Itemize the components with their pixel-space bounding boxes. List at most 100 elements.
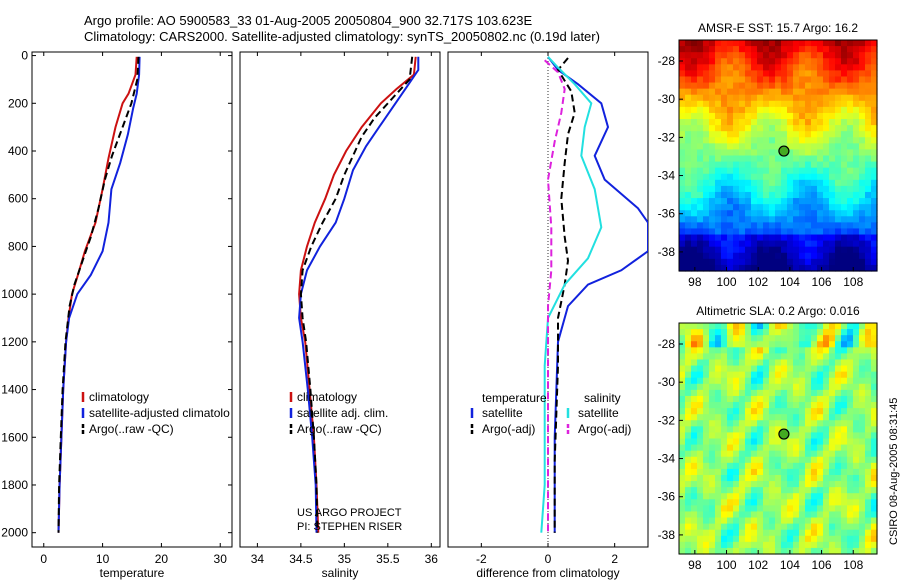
heatmap-cell [811, 70, 818, 78]
heatmap-cell [811, 119, 818, 126]
heatmap-cell [799, 191, 806, 199]
heatmap-cell [865, 258, 872, 266]
heatmap-cell [769, 125, 776, 132]
heatmap-cell [841, 329, 848, 336]
heatmap-cell [865, 523, 872, 531]
heatmap-cell [751, 523, 758, 531]
heatmap-cell [763, 462, 770, 470]
heatmap-cell [685, 347, 692, 354]
heatmap-cell [679, 547, 686, 555]
heatmap-cell [811, 179, 818, 187]
heatmap-cell [745, 228, 752, 236]
heatmap-cell [769, 541, 776, 549]
heatmap-cell [745, 234, 752, 242]
heatmap-cell [691, 167, 698, 175]
heatmap-cell [817, 143, 824, 151]
heatmap-cell [811, 131, 818, 138]
heatmap-cell [865, 505, 872, 513]
heatmap-cell [691, 161, 698, 169]
heatmap-cell [703, 125, 710, 132]
heatmap-cell [817, 444, 824, 452]
heatmap-cell [871, 499, 878, 506]
heatmap-cell [829, 252, 836, 260]
heatmap-cell [679, 198, 686, 205]
heatmap-cell [781, 481, 788, 488]
heatmap-cell [769, 106, 776, 114]
heatmap-cell [865, 40, 872, 47]
heatmap-cell [727, 371, 734, 379]
heatmap-cell [679, 432, 686, 440]
heatmap-cell [847, 143, 854, 151]
heatmap-cell [715, 408, 722, 415]
heatmap-cell [859, 198, 866, 205]
heatmap-cell [739, 341, 746, 348]
heatmap-cell [721, 76, 728, 84]
heatmap-cell [823, 529, 830, 537]
heatmap-cell [733, 52, 740, 59]
heatmap-cell [715, 222, 722, 230]
heatmap-cell [727, 179, 734, 187]
heatmap-cell [787, 517, 794, 525]
heatmap-cell [793, 216, 800, 223]
heatmap-cell [799, 94, 806, 102]
heatmap-cell [799, 450, 806, 458]
heatmap-cell [829, 240, 836, 248]
heatmap-cell [859, 462, 866, 470]
heatmap-cell [679, 408, 686, 415]
heatmap-cell [769, 210, 776, 217]
heatmap-cell [787, 76, 794, 84]
heatmap-cell [793, 323, 800, 330]
heatmap-cell [871, 329, 878, 336]
heatmap-cell [835, 462, 842, 470]
heatmap-cell [823, 389, 830, 397]
heatmap-cell [781, 462, 788, 470]
heatmap-cell [697, 119, 704, 126]
heatmap-cell [685, 125, 692, 132]
heatmap-cell [757, 70, 764, 78]
heatmap-cell [715, 487, 722, 494]
heatmap-cell [811, 493, 818, 500]
heatmap-cell [769, 82, 776, 90]
heatmap-cell [799, 432, 806, 440]
heatmap-cell [715, 204, 722, 211]
heatmap-cell [757, 438, 764, 446]
heatmap-cell [697, 228, 704, 236]
heatmap-cell [715, 383, 722, 391]
heatmap-cell [829, 541, 836, 549]
heatmap-cell [769, 143, 776, 151]
heatmap-cell [727, 40, 734, 47]
heatmap-cell [691, 395, 698, 403]
heatmap-cell [733, 155, 740, 163]
heatmap-cell [823, 204, 830, 211]
heatmap-cell [829, 353, 836, 361]
heatmap-cell [691, 329, 698, 336]
heatmap-cell [751, 529, 758, 537]
heatmap-cell [871, 408, 878, 415]
heatmap-cell [799, 64, 806, 71]
heatmap-cell [871, 149, 878, 157]
heatmap-cell [841, 125, 848, 132]
heatmap-cell [685, 511, 692, 519]
heatmap-cell [787, 541, 794, 549]
heatmap-cell [823, 40, 830, 47]
heatmap-cell [763, 365, 770, 373]
heatmap-cell [835, 131, 842, 138]
heatmap-cell [769, 155, 776, 163]
heatmap-cell [823, 353, 830, 361]
heatmap-cell [679, 240, 686, 248]
heatmap-cell [805, 420, 812, 427]
heatmap-cell [871, 137, 878, 144]
heatmap-cell [841, 383, 848, 391]
heatmap-cell [727, 547, 734, 555]
heatmap-cell [691, 353, 698, 361]
heatmap-cell [751, 94, 758, 102]
heatmap-cell [727, 365, 734, 373]
heatmap-cell [793, 432, 800, 440]
heatmap-cell [775, 359, 782, 367]
difference-legend-header-salinity: salinity [584, 391, 621, 405]
heatmap-cell [757, 323, 764, 330]
heatmap-cell [781, 517, 788, 525]
heatmap-cell [691, 426, 698, 434]
heatmap-cell [829, 264, 836, 272]
heatmap-cell [733, 58, 740, 65]
